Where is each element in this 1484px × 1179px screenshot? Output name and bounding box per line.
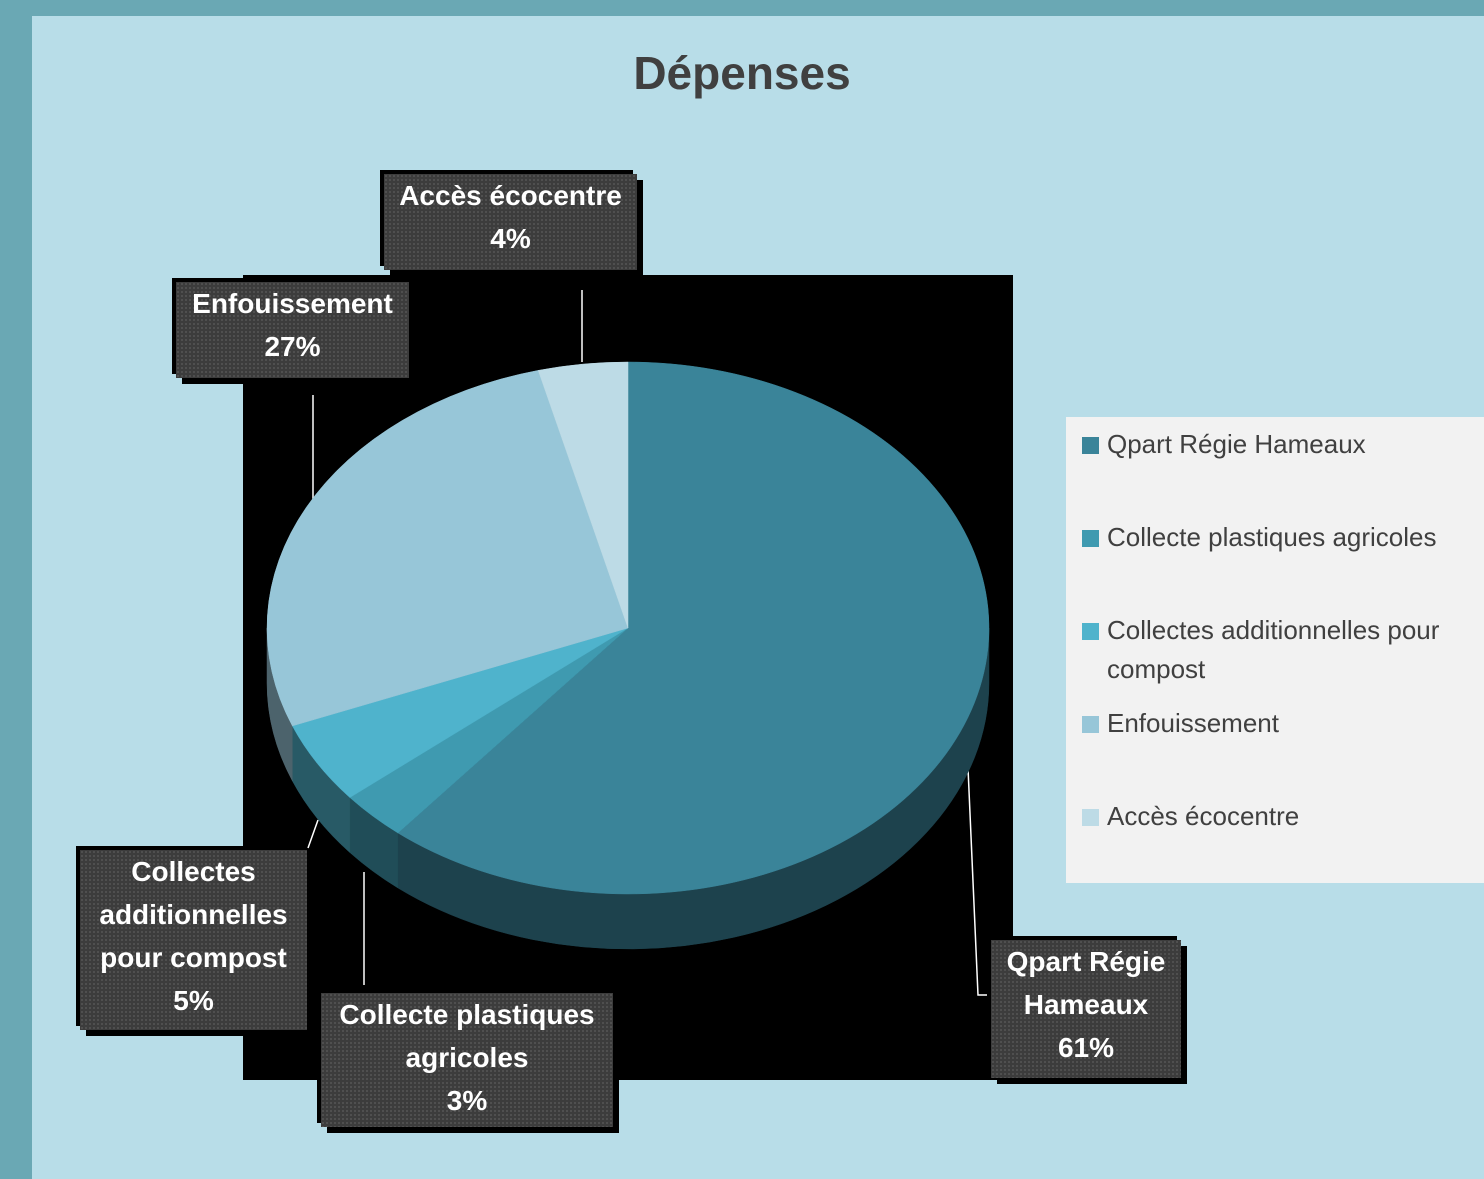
legend-item: Qpart Régie Hameaux: [1082, 425, 1482, 464]
chart-title: Dépenses: [633, 47, 851, 99]
legend-swatch: [1082, 716, 1099, 733]
legend-label: Accès écocentre: [1107, 801, 1300, 831]
data-label-value: 5%: [173, 985, 214, 1016]
data-label-value: 4%: [490, 223, 531, 254]
legend-label: Enfouissement: [1107, 708, 1279, 738]
legend-item: Accès écocentre: [1082, 797, 1482, 836]
legend-item: Collectes additionnelles pour compost: [1082, 611, 1482, 689]
leader-line: [307, 819, 319, 849]
data-label-value: 27%: [264, 331, 321, 362]
legend-swatch: [1082, 623, 1099, 640]
leader-lines: [307, 290, 990, 996]
data-label: Enfouissement 27%: [176, 282, 409, 378]
legend-label: Collecte plastiques agricoles: [1107, 522, 1437, 552]
data-label-name: Collectes additionnelles pour compost: [99, 856, 288, 973]
legend-swatch: [1082, 530, 1099, 547]
data-label-name: Accès écocentre: [399, 180, 622, 211]
slice: [537, 361, 629, 629]
leader-line: [967, 767, 990, 996]
data-label-name: Qpart Régie Hameaux: [1006, 946, 1166, 1020]
data-label-value: 61%: [1057, 1032, 1115, 1063]
slice: [397, 361, 990, 895]
data-label: Accès écocentre 4%: [384, 174, 637, 270]
legend-swatch: [1082, 437, 1099, 454]
legend: Qpart Régie Hameaux Collecte plastiques a…: [1066, 417, 1484, 883]
data-label: Qpart Régie Hameaux 61%: [991, 940, 1181, 1078]
slices: [266, 361, 990, 950]
legend-label: Collectes additionnelles pour compost: [1107, 615, 1440, 684]
data-label: Collecte plastiques agricoles 3%: [321, 993, 613, 1127]
data-label-name: Collecte plastiques agricoles: [339, 999, 595, 1073]
data-label-name: Enfouissement: [192, 288, 393, 319]
legend-swatch: [1082, 809, 1099, 826]
legend-label: Qpart Régie Hameaux: [1107, 429, 1366, 459]
legend-item: Enfouissement: [1082, 704, 1482, 743]
legend-item: Collecte plastiques agricoles: [1082, 518, 1482, 557]
slice: [266, 370, 629, 727]
data-label: Collectes additionnelles pour compost 5%: [80, 850, 307, 1030]
data-label-value: 3%: [446, 1085, 488, 1116]
